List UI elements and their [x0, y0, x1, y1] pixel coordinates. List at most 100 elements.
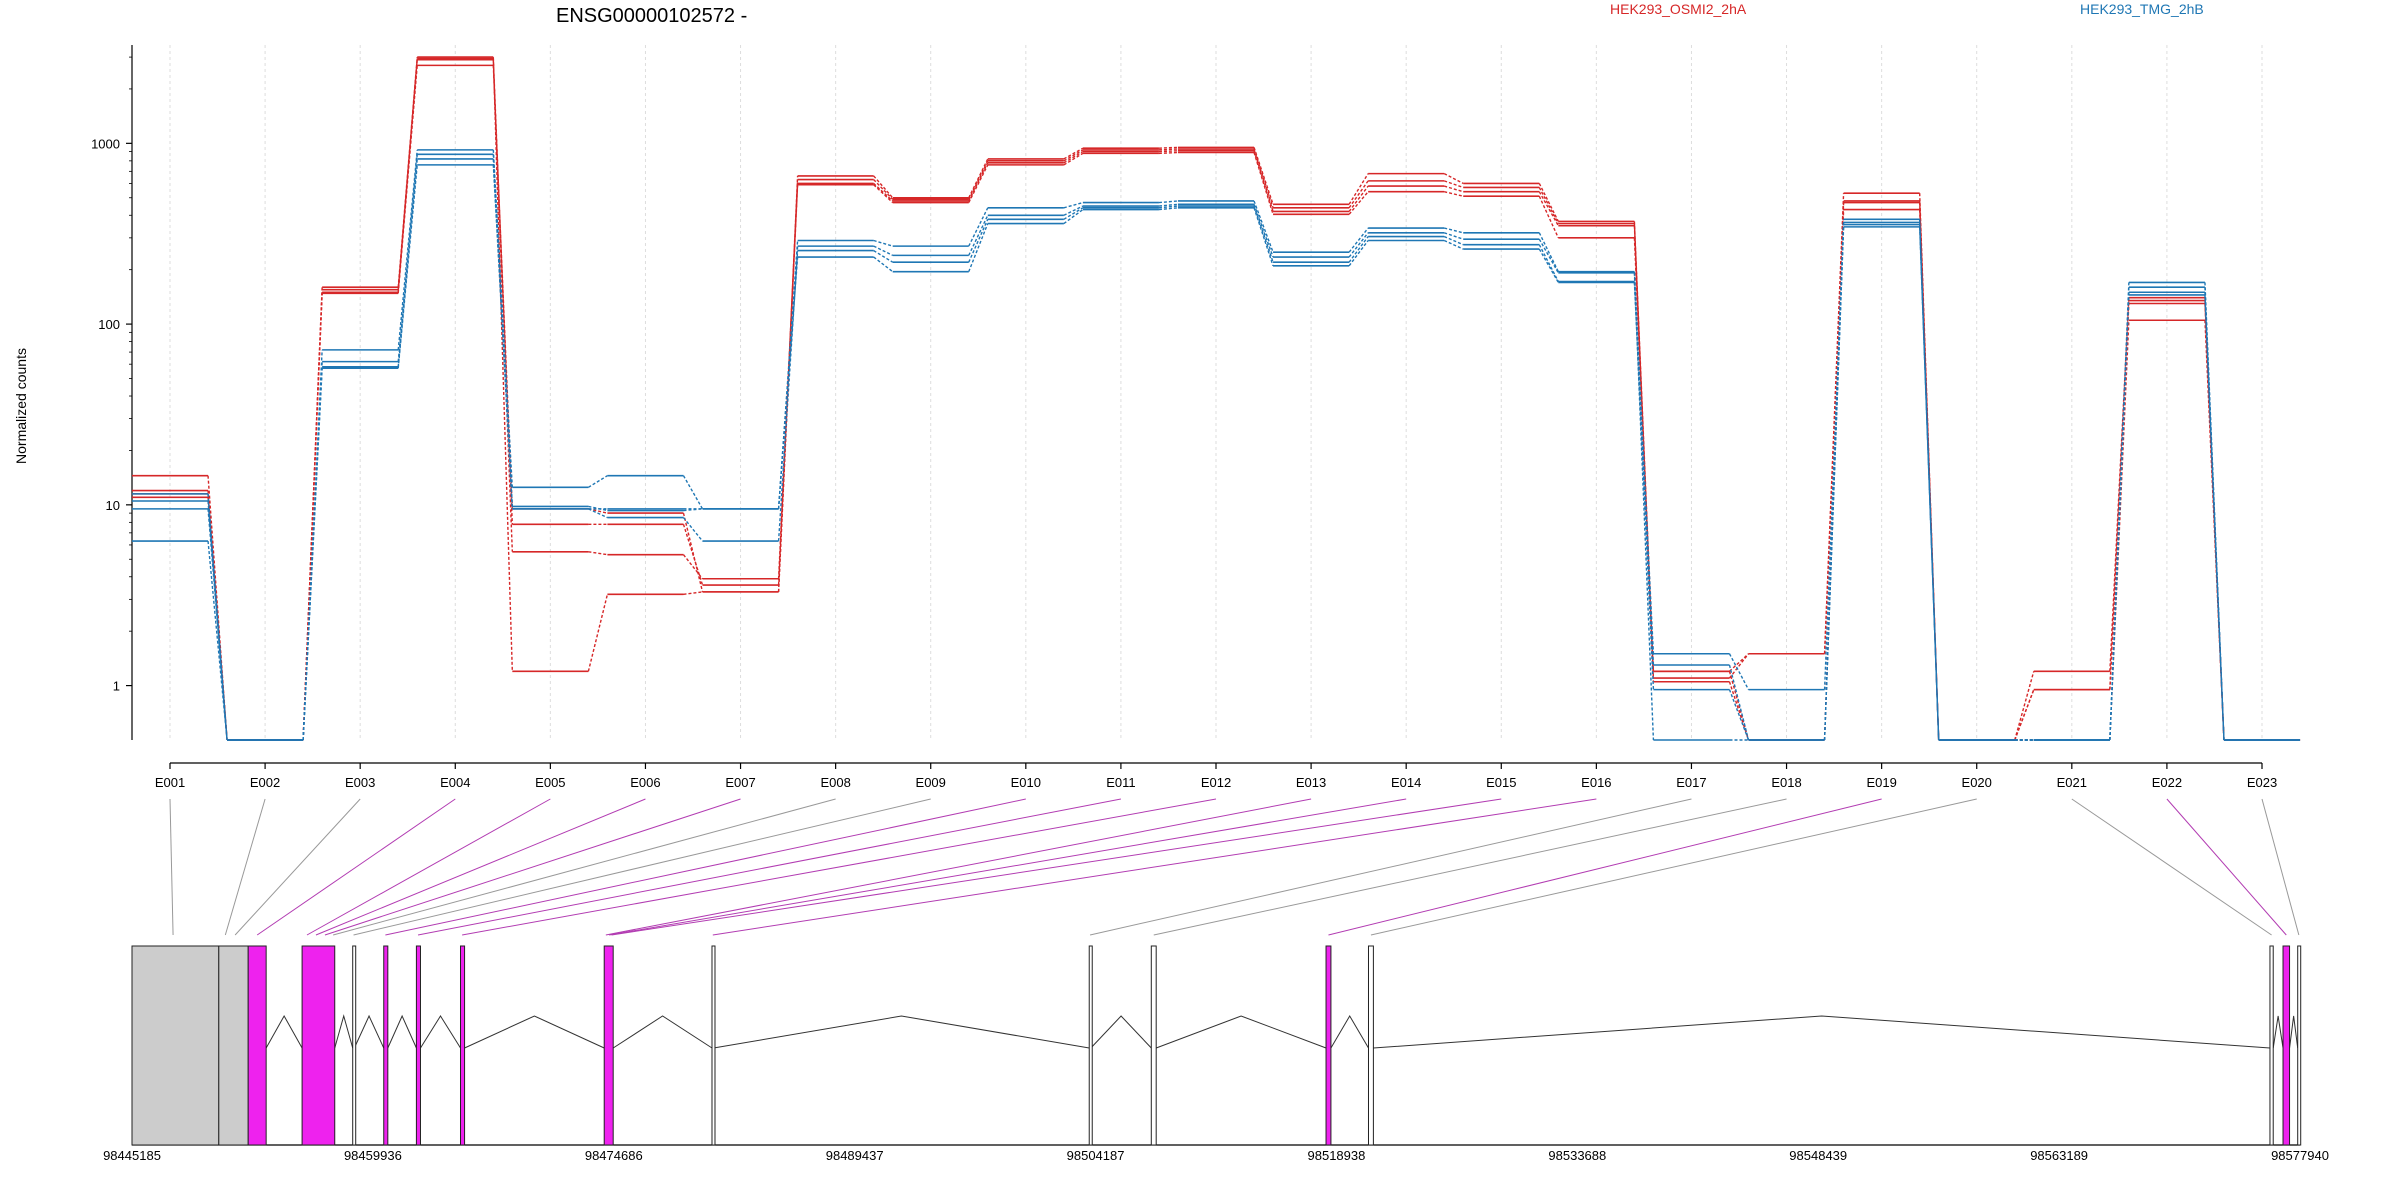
series-connector	[1918, 226, 1940, 741]
exon-connector-line	[1089, 798, 1692, 936]
series-connector	[968, 223, 989, 272]
series-connector	[873, 256, 894, 273]
exon-connector-line	[315, 798, 646, 936]
series-connector	[492, 65, 514, 509]
series-connector	[1538, 238, 1559, 274]
y-tick-label: 10	[106, 498, 120, 513]
exon-connector-line	[385, 798, 1026, 936]
exon-box	[415, 945, 421, 1146]
series-connector	[873, 250, 894, 263]
exon-box	[459, 945, 466, 1146]
series-connector	[1158, 205, 1179, 209]
series-connector	[1063, 147, 1084, 160]
series-connector	[2204, 294, 2225, 741]
coordinate-label: 98563189	[2030, 1148, 2088, 1163]
series-connector	[588, 505, 608, 512]
intron-line	[2272, 1015, 2284, 1049]
exon-connector-line	[353, 798, 931, 936]
series-connector	[207, 541, 228, 741]
series-connector	[1538, 183, 1559, 222]
x-tick-label: E012	[1201, 775, 1231, 790]
series-connector	[397, 149, 418, 350]
series-connector	[1253, 200, 1274, 253]
y-axis-label: Normalized counts	[13, 348, 29, 464]
exon-connectors	[169, 798, 2300, 936]
series-connector	[1728, 689, 1750, 741]
legend-entry-group-a: HEK293_OSMI2_2hA	[1610, 1, 1747, 17]
exon-connector-line	[1370, 798, 1977, 936]
series-connector	[397, 58, 418, 290]
series-connector	[1633, 225, 1655, 682]
series-connector	[1538, 187, 1559, 224]
series-connector	[777, 184, 799, 592]
series-connector	[1728, 653, 1750, 679]
series-connector	[397, 164, 418, 369]
series-connector	[1443, 239, 1464, 250]
series-connector	[587, 594, 609, 672]
series-connector	[1444, 191, 1464, 197]
exon-box	[131, 945, 220, 1146]
series-connector	[968, 158, 989, 199]
series-connector	[1823, 200, 1845, 654]
series-connector	[1348, 180, 1369, 209]
series-connector	[1729, 653, 1749, 672]
series-connector	[1633, 282, 1655, 666]
series-connector	[2109, 294, 2130, 741]
series-connector	[1158, 207, 1179, 211]
exon-box	[1088, 945, 1093, 1146]
series-connector	[1063, 149, 1084, 162]
series-connector	[492, 57, 514, 672]
series-connector	[682, 554, 704, 580]
exon-connector-line	[1328, 798, 1882, 936]
series-connector	[968, 207, 989, 247]
legend-entry-group-b: HEK293_TMG_2hB	[2080, 1, 2204, 17]
series-connector	[1158, 146, 1178, 149]
y-tick-label: 1	[113, 679, 120, 694]
exon-connector-line	[1153, 798, 1787, 936]
series-connector	[1538, 248, 1559, 283]
exon-box	[247, 945, 267, 1146]
series-connector	[1063, 201, 1084, 209]
y-tick-label: 1000	[91, 136, 120, 151]
x-tick-label: E021	[2057, 775, 2087, 790]
x-tick-label: E017	[1676, 775, 1706, 790]
exon-connector-line	[611, 798, 1502, 936]
intron-line	[1090, 1015, 1152, 1049]
exon-connector-line	[605, 798, 1312, 936]
series-connector	[588, 475, 608, 488]
series-connector	[968, 214, 989, 256]
series-connector	[207, 508, 228, 741]
series-connector	[1158, 150, 1178, 153]
exon-box	[1325, 945, 1332, 1146]
intron-line	[387, 1014, 417, 1049]
series-connector	[1063, 152, 1084, 166]
x-tick-label: E016	[1581, 775, 1611, 790]
exon-connector-line	[224, 798, 266, 936]
series-connector	[682, 512, 704, 593]
coordinate-label: 98504187	[1067, 1148, 1125, 1163]
coordinate-label: 98518938	[1308, 1148, 1366, 1163]
exon-connector-line	[332, 798, 836, 936]
series-connector	[873, 245, 893, 256]
series-connector	[1348, 232, 1369, 258]
series-connector	[588, 508, 608, 519]
exon-box	[2269, 945, 2274, 1146]
series-connector	[1728, 664, 1750, 741]
series-connector	[1538, 195, 1559, 239]
intron-line	[1156, 1015, 1327, 1049]
series-connector	[1253, 148, 1274, 209]
exon-connector-line	[609, 798, 1407, 936]
series-connector	[1728, 653, 1750, 690]
coordinate-label: 98459936	[344, 1148, 402, 1163]
exon-connector-line	[256, 798, 456, 936]
exon-connector-line	[2261, 798, 2300, 936]
series-connector	[302, 368, 323, 741]
series-connector	[1348, 227, 1369, 253]
x-tick-label: E023	[2247, 775, 2277, 790]
series-connector	[1158, 148, 1178, 151]
x-tick-label: E018	[1771, 775, 1801, 790]
exon-connector-line	[324, 798, 741, 936]
chart-title: ENSG00000102572 -	[556, 5, 747, 27]
exon-box	[1150, 945, 1157, 1146]
exon-connector-line	[306, 798, 551, 936]
